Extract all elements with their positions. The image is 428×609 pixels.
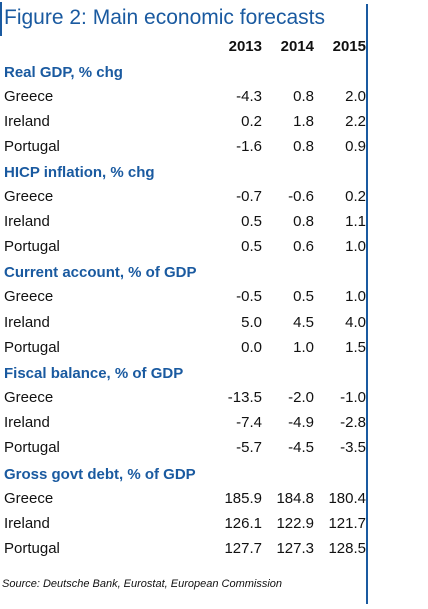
section-heading-hicp-inflation: HICP inflation, % chg [4, 164, 155, 181]
table-row: Portugal 127.7 127.3 128.5 [0, 540, 366, 562]
row-label: Ireland [4, 314, 50, 331]
cell-2013: 0.2 [241, 113, 262, 130]
table-row: Portugal 0.5 0.6 1.0 [0, 238, 366, 260]
cell-2015: 1.0 [345, 288, 366, 305]
row-label: Greece [4, 389, 54, 406]
table-row: Ireland 5.0 4.5 4.0 [0, 314, 366, 336]
cell-2013: 0.0 [241, 339, 262, 356]
year-2014-header: 2014 [280, 38, 314, 55]
cell-2013: 127.7 [224, 540, 262, 557]
table-row: Ireland -7.4 -4.9 -2.8 [0, 414, 366, 436]
table-row: Greece -0.5 0.5 1.0 [0, 288, 366, 310]
cell-2013: -13.5 [227, 389, 262, 406]
section-heading-fiscal-balance: Fiscal balance, % of GDP [4, 365, 184, 382]
cell-2013: 0.5 [241, 213, 262, 230]
row-label: Portugal [4, 540, 60, 557]
title-rule [0, 2, 2, 36]
row-label: Ireland [4, 213, 50, 230]
section-heading-gross-govt-debt: Gross govt debt, % of GDP [4, 466, 196, 483]
cell-2013: 5.0 [241, 314, 262, 331]
cell-2015: 1.5 [345, 339, 366, 356]
cell-2013: 126.1 [224, 515, 262, 532]
year-2015-header: 2015 [332, 38, 366, 55]
table-row: Portugal 0.0 1.0 1.5 [0, 339, 366, 361]
row-label: Greece [4, 188, 54, 205]
row-label: Greece [4, 490, 54, 507]
table-row: Greece 185.9 184.8 180.4 [0, 490, 366, 512]
cell-2015: 1.0 [345, 238, 366, 255]
row-label: Ireland [4, 515, 50, 532]
cell-2014: -4.5 [288, 439, 314, 456]
cell-2015: 128.5 [328, 540, 366, 557]
cell-2015: -3.5 [340, 439, 366, 456]
row-label: Portugal [4, 339, 60, 356]
cell-2013: -4.3 [236, 88, 262, 105]
cell-2014: -0.6 [288, 188, 314, 205]
row-label: Portugal [4, 439, 60, 456]
year-header: 2013 2014 2015 [0, 38, 366, 56]
cell-2014: 127.3 [276, 540, 314, 557]
table-row: Ireland 0.5 0.8 1.1 [0, 213, 366, 235]
cell-2014: 4.5 [293, 314, 314, 331]
cell-2015: 2.0 [345, 88, 366, 105]
row-label: Ireland [4, 414, 50, 431]
cell-2014: 0.6 [293, 238, 314, 255]
cell-2013: -1.6 [236, 138, 262, 155]
cell-2015: 0.9 [345, 138, 366, 155]
table-row: Portugal -5.7 -4.5 -3.5 [0, 439, 366, 461]
cell-2013: -7.4 [236, 414, 262, 431]
table-row: Greece -4.3 0.8 2.0 [0, 88, 366, 110]
cell-2014: 0.8 [293, 88, 314, 105]
cell-2014: 184.8 [276, 490, 314, 507]
cell-2013: -5.7 [236, 439, 262, 456]
cell-2013: -0.5 [236, 288, 262, 305]
source-note: Source: Deutsche Bank, Eurostat, Europea… [2, 578, 283, 590]
cell-2014: 0.5 [293, 288, 314, 305]
row-label: Portugal [4, 138, 60, 155]
section-heading-real-gdp: Real GDP, % chg [4, 64, 123, 81]
row-label: Greece [4, 88, 54, 105]
cell-2015: 1.1 [345, 213, 366, 230]
cell-2015: 2.2 [345, 113, 366, 130]
table-row: Ireland 0.2 1.8 2.2 [0, 113, 366, 135]
cell-2015: -2.8 [340, 414, 366, 431]
cell-2014: 0.8 [293, 138, 314, 155]
cell-2014: -2.0 [288, 389, 314, 406]
cell-2015: 4.0 [345, 314, 366, 331]
year-2013-header: 2013 [228, 38, 262, 55]
row-label: Portugal [4, 238, 60, 255]
cell-2013: 0.5 [241, 238, 262, 255]
row-label: Ireland [4, 113, 50, 130]
table-row: Greece -0.7 -0.6 0.2 [0, 188, 366, 210]
cell-2015: -1.0 [340, 389, 366, 406]
row-label: Greece [4, 288, 54, 305]
cell-2014: 1.8 [293, 113, 314, 130]
cell-2013: -0.7 [236, 188, 262, 205]
cell-2013: 185.9 [224, 490, 262, 507]
table-border [366, 4, 368, 604]
table-row: Ireland 126.1 122.9 121.7 [0, 515, 366, 537]
cell-2015: 0.2 [345, 188, 366, 205]
section-heading-current-account: Current account, % of GDP [4, 264, 197, 281]
table-row: Greece -13.5 -2.0 -1.0 [0, 389, 366, 411]
cell-2014: -4.9 [288, 414, 314, 431]
cell-2014: 1.0 [293, 339, 314, 356]
cell-2014: 122.9 [276, 515, 314, 532]
cell-2015: 180.4 [328, 490, 366, 507]
cell-2015: 121.7 [328, 515, 366, 532]
cell-2014: 0.8 [293, 213, 314, 230]
figure-title: Figure 2: Main economic forecasts [4, 6, 325, 29]
table-row: Portugal -1.6 0.8 0.9 [0, 138, 366, 160]
